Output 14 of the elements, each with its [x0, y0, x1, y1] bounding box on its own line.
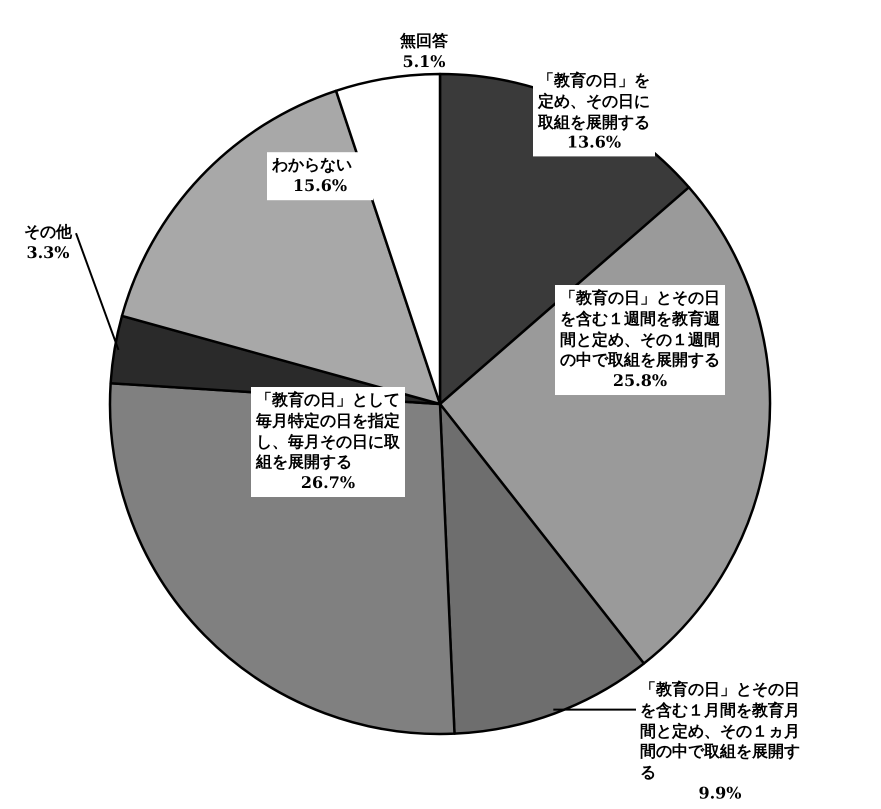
- slice-label: 「教育の日」を定め、その日に取組を展開する: [538, 70, 650, 131]
- data-label: 15.6%: [292, 176, 348, 197]
- data-label: 9.9%: [697, 784, 743, 804]
- data-label: 13.6%: [566, 132, 622, 154]
- data-label: 3.3%: [25, 243, 71, 264]
- slice-label: 「教育の日」として毎月特定の日を指定し、毎月その日に取組を展開する: [256, 390, 400, 472]
- data-label: 26.7%: [300, 473, 356, 494]
- slice-label: その他: [24, 222, 72, 242]
- slice-label: 無回答: [400, 31, 448, 50]
- slice-label: 「教育の日」とその日を含む１週間を教育週間と定め、その１週間の中で取組を展開する: [560, 288, 720, 370]
- data-label: 5.1%: [401, 52, 447, 73]
- slice-label: わからない: [272, 155, 352, 174]
- slice-label: 「教育の日」とその日を含む１月間を教育月間と定め、その１ヵ月間の中で取組を展開する: [640, 680, 800, 782]
- data-label: 25.8%: [612, 371, 668, 392]
